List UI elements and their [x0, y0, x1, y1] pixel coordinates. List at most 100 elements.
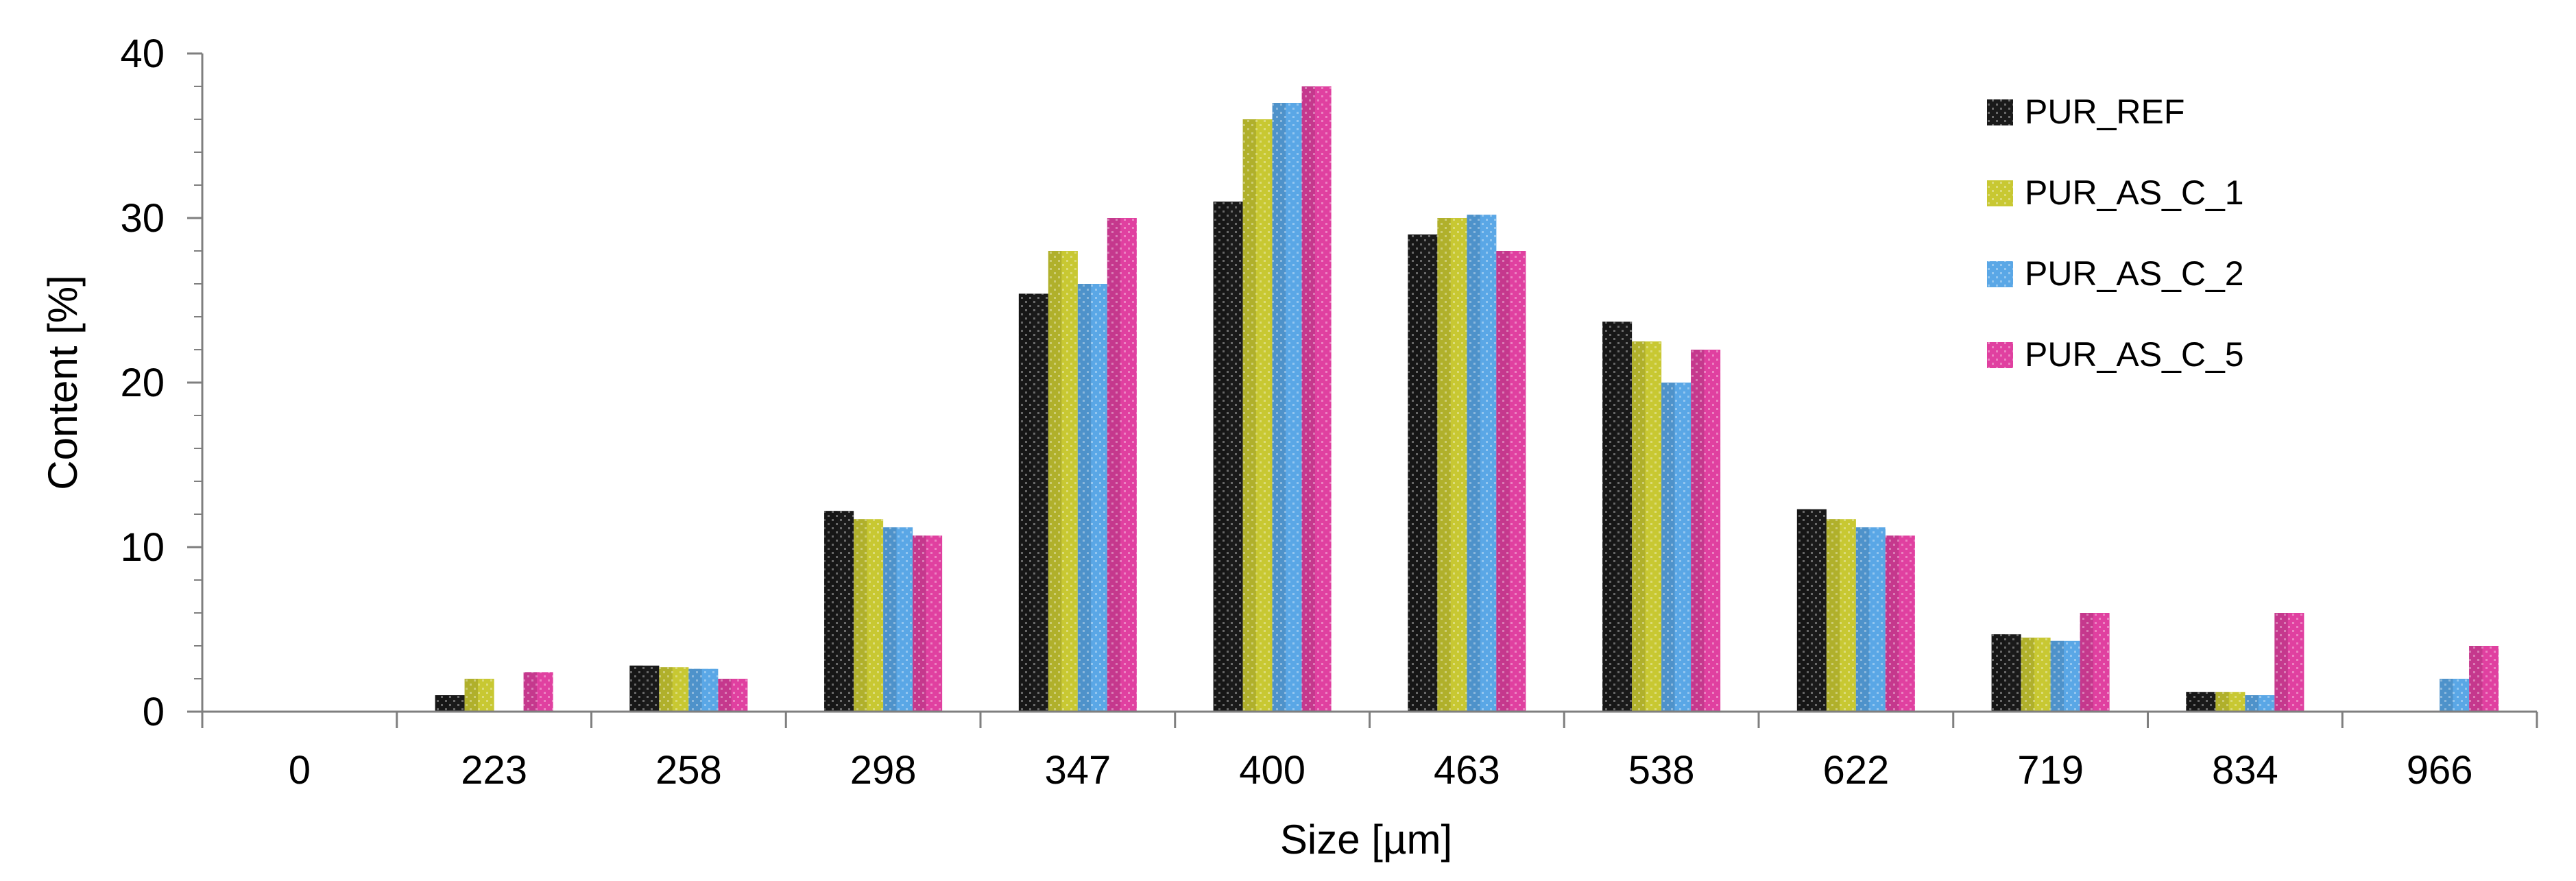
bar	[2215, 692, 2246, 712]
bar	[688, 668, 719, 712]
bar	[1885, 535, 1915, 712]
bar-texture	[464, 679, 494, 712]
legend: PUR_REF PUR_AS_C_1 PUR_AS_C_2 PUR_AS_C_5	[1987, 93, 2244, 374]
bar	[1048, 251, 1078, 712]
bar	[883, 527, 913, 712]
bar-texture	[1826, 519, 1856, 712]
x-tick-label: 834	[2212, 748, 2278, 793]
bar	[913, 535, 943, 712]
bar-texture	[1107, 218, 1137, 712]
y-axis-title: Content [%]	[40, 275, 86, 490]
x-tick-label: 538	[1628, 748, 1695, 793]
x-tick-label: 719	[2017, 748, 2084, 793]
bar	[1796, 509, 1827, 712]
bar-texture	[1467, 215, 1497, 712]
bar-texture	[659, 667, 689, 712]
y-tick-label: 40	[120, 32, 165, 76]
legend-label: PUR_REF	[2025, 93, 2184, 131]
x-tick-label: 463	[1434, 748, 1500, 793]
bar	[1855, 527, 1886, 712]
y-tick-label: 30	[120, 196, 165, 241]
bar-texture	[2186, 692, 2216, 712]
bar-texture	[1991, 634, 2021, 712]
bar	[2050, 640, 2080, 712]
y-tick-label: 10	[120, 525, 165, 570]
bar	[1602, 322, 1633, 712]
bar-texture	[435, 695, 465, 712]
bar-texture	[2469, 646, 2499, 712]
legend-item: PUR_REF	[1987, 93, 2184, 131]
bar-texture	[2080, 613, 2110, 712]
bar-texture	[1242, 119, 1273, 712]
bar	[1826, 519, 1856, 712]
bar	[2469, 646, 2499, 712]
bar	[2440, 679, 2470, 712]
bar-texture	[1691, 350, 1721, 712]
bar-texture	[1018, 293, 1048, 712]
x-tick-label: 622	[1822, 748, 1889, 793]
bar	[2245, 695, 2275, 712]
bar	[1018, 293, 1048, 712]
bar-texture	[824, 511, 854, 712]
bar	[2186, 692, 2216, 712]
bar-texture	[854, 519, 884, 712]
x-tick-label: 400	[1239, 748, 1305, 793]
legend-swatch-texture	[1987, 261, 2013, 287]
x-axis-title: Size [µm]	[1280, 817, 1452, 862]
bar	[1467, 215, 1497, 712]
bar-texture	[913, 535, 943, 712]
bar-texture	[1855, 527, 1886, 712]
bar-texture	[1408, 234, 1438, 712]
bar	[1691, 350, 1721, 712]
y-tick-label: 20	[120, 361, 165, 405]
bar-texture	[2021, 638, 2051, 712]
bar	[1991, 634, 2021, 712]
bar-texture	[2274, 613, 2304, 712]
bar-texture	[1301, 86, 1332, 712]
legend-swatch-texture	[1987, 342, 2013, 368]
bar	[1408, 234, 1438, 712]
bar-texture	[1272, 103, 1302, 712]
bar	[659, 667, 689, 712]
bar-texture	[1048, 251, 1078, 712]
legend-swatch-texture	[1987, 180, 2013, 206]
bar	[2080, 613, 2110, 712]
x-tick-label: 223	[461, 748, 527, 793]
series-pur-as-c-5	[523, 86, 2499, 712]
bar	[2274, 613, 2304, 712]
bar-texture	[2215, 692, 2246, 712]
bar	[1213, 202, 1243, 712]
bar-texture	[1496, 251, 1526, 712]
bar-texture	[1796, 509, 1827, 712]
bar-texture	[1661, 383, 1692, 712]
bar-texture	[1632, 341, 1662, 712]
bar-texture	[2050, 640, 2080, 712]
bar	[1107, 218, 1137, 712]
series-pur-ref	[435, 202, 2216, 712]
legend-label: PUR_AS_C_5	[2025, 335, 2244, 374]
bar	[1077, 284, 1107, 712]
legend-item: PUR_AS_C_1	[1987, 173, 2244, 212]
x-tick-label: 258	[655, 748, 722, 793]
bar	[1661, 383, 1692, 712]
x-tick-label: 347	[1044, 748, 1111, 793]
x-tick-label: 0	[289, 748, 311, 793]
x-tick-label: 966	[2407, 748, 2473, 793]
bar-texture	[2440, 679, 2470, 712]
bar-texture	[1213, 202, 1243, 712]
bar	[1272, 103, 1302, 712]
bar	[854, 519, 884, 712]
bar-texture	[1077, 284, 1107, 712]
bar	[1437, 218, 1467, 712]
series-pur-as-c-1	[464, 119, 2246, 712]
bar	[435, 695, 465, 712]
bar-texture	[523, 672, 553, 712]
bar-texture	[2245, 695, 2275, 712]
series-pur-as-c-2	[688, 103, 2470, 712]
bar-texture	[1885, 535, 1915, 712]
x-tick-label: 298	[850, 748, 917, 793]
legend-label: PUR_AS_C_1	[2025, 173, 2244, 212]
legend-swatch-texture	[1987, 99, 2013, 125]
bar	[718, 679, 748, 712]
bar	[1301, 86, 1332, 712]
